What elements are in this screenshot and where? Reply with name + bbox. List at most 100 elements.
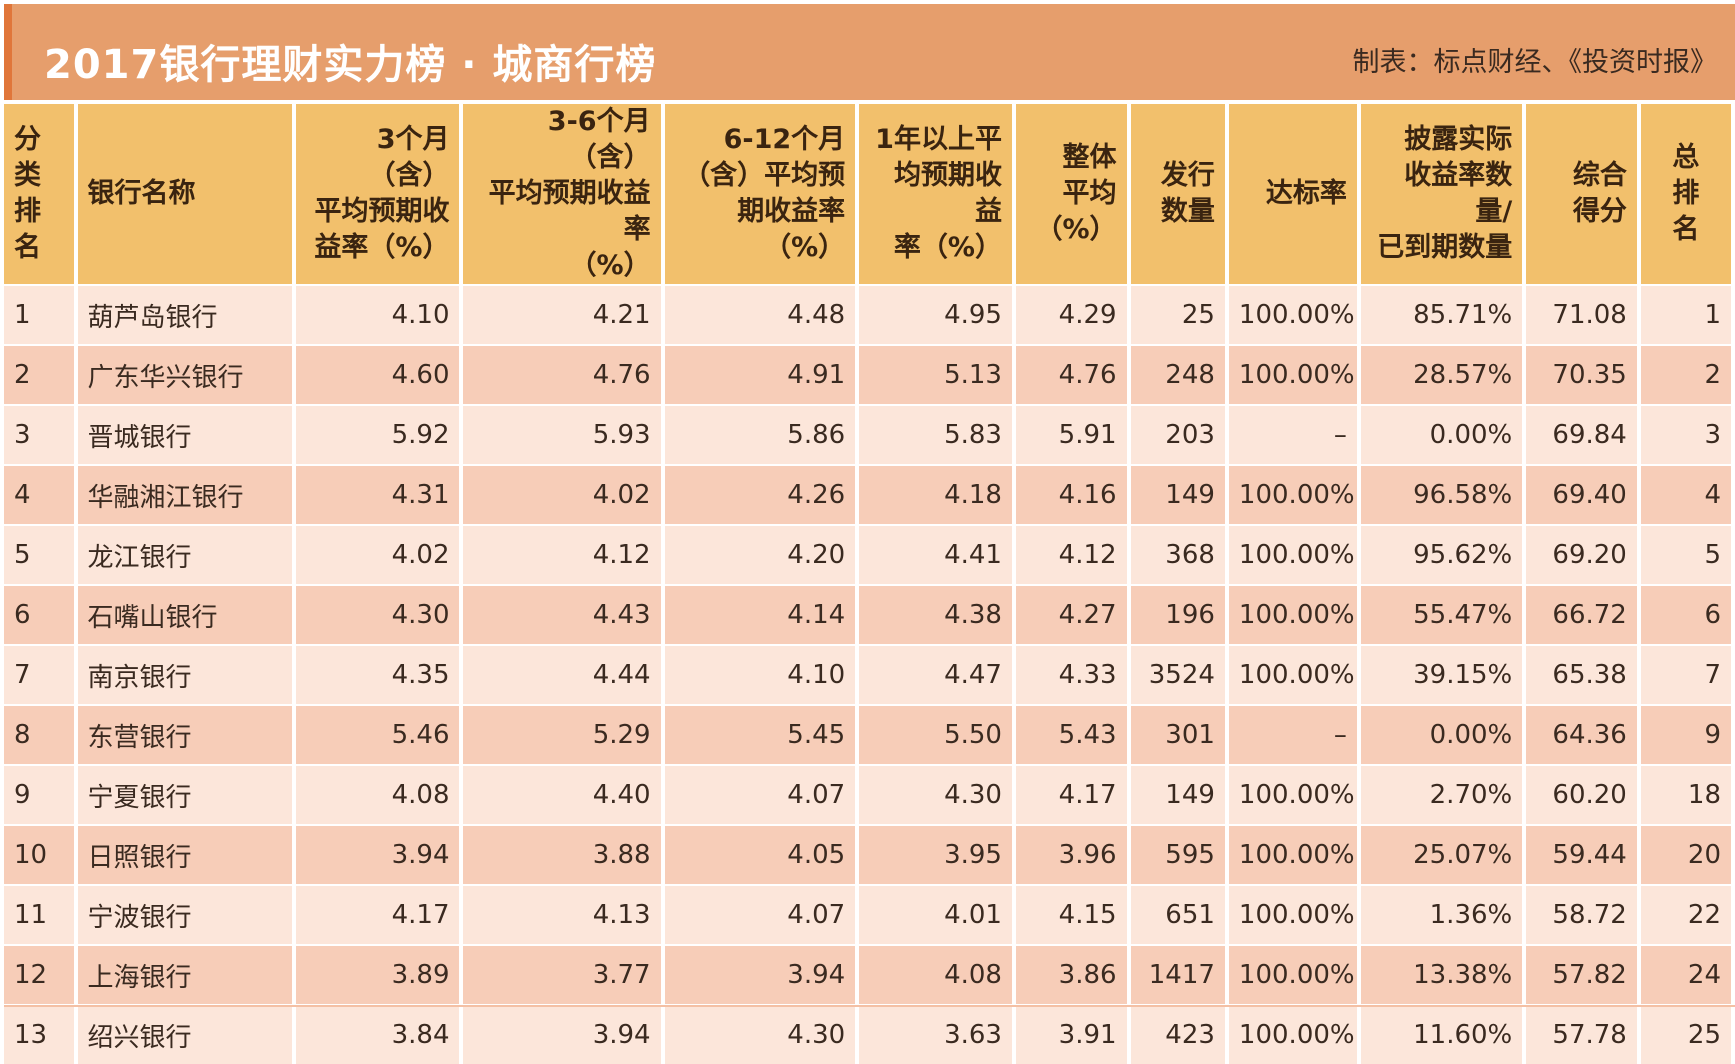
cell-composite-score: 69.20 [1526,524,1641,584]
cell-compliance-rate: 100.00% [1228,764,1361,824]
cell-issue-count: 196 [1130,584,1229,644]
title-bar: 2017银行理财实力榜 · 城商行榜 制表：标点财经、《投资时报》 [4,4,1735,100]
table-bottom-rule [4,1005,1735,1007]
cell-yield-6-12m: 4.14 [664,584,860,644]
cell-yield-3-6m: 4.76 [463,344,665,404]
cell-composite-score: 65.38 [1526,644,1641,704]
cell-overall-rank: 25 [1640,1004,1735,1064]
cell-compliance-rate: 100.00% [1228,884,1361,944]
ranking-table: 分类 排名 银行名称 3个月（含） 平均预期收 益率（%） 3-6个月（含） 平… [4,104,1735,1064]
cell-issue-count: 301 [1130,704,1229,764]
cell-compliance-rate: 100.00% [1228,464,1361,524]
cell-yield-3-6m: 3.94 [463,1004,665,1064]
cell-composite-score: 71.08 [1526,284,1641,344]
cell-category-rank: 9 [4,764,78,824]
cell-bank-name: 广东华兴银行 [77,344,296,404]
cell-bank-name: 宁夏银行 [77,764,296,824]
table-row: 3 晋城银行 5.92 5.93 5.86 5.83 5.91 203–0.00% 69.84 3 [4,404,1735,464]
cell-yield-3-6m: 4.13 [463,884,665,944]
col-header-bank-name: 银行名称 [77,104,296,284]
table-row: 12 上海银行 3.89 3.77 3.94 4.08 3.86 1417 100.00% 13.… [4,944,1735,1004]
cell-bank-name: 东营银行 [77,704,296,764]
col-header-issue-count: 发行 数量 [1130,104,1229,284]
cell-yield-3m: 4.60 [295,344,464,404]
cell-yield-3-6m: 3.77 [463,944,665,1004]
cell-yield-3-6m: 4.44 [463,644,665,704]
cell-overall-avg: 4.29 [1015,284,1131,344]
col-header-overall-avg: 整体 平均 （%） [1015,104,1131,284]
cell-yield-1y-plus: 3.63 [859,1004,1016,1064]
cell-disclosure-ratio: 11.60% [1360,1004,1527,1064]
cell-compliance-rate: – [1228,404,1361,464]
cell-issue-count: 595 [1130,824,1229,884]
cell-issue-count: 149 [1130,764,1229,824]
cell-yield-3m: 4.30 [295,584,464,644]
cell-yield-3-6m: 3.88 [463,824,665,884]
source-credit: 制表：标点财经、《投资时报》 [1352,47,1718,78]
cell-category-rank: 5 [4,524,78,584]
cell-category-rank: 2 [4,344,78,404]
cell-disclosure-ratio: 95.62% [1360,524,1527,584]
cell-yield-6-12m: 5.45 [664,704,860,764]
cell-yield-3-6m: 4.21 [463,284,665,344]
cell-yield-3-6m: 4.40 [463,764,665,824]
cell-overall-rank: 7 [1640,644,1735,704]
cell-yield-3m: 4.35 [295,644,464,704]
cell-category-rank: 13 [4,1004,78,1064]
cell-disclosure-ratio: 0.00% [1360,404,1527,464]
cell-compliance-rate: 100.00% [1228,944,1361,1004]
cell-disclosure-ratio: 96.58% [1360,464,1527,524]
col-header-category-rank: 分类 排名 [4,104,78,284]
cell-issue-count: 248 [1130,344,1229,404]
cell-overall-avg: 5.43 [1015,704,1131,764]
cell-yield-3m: 5.92 [295,404,464,464]
cell-composite-score: 60.20 [1526,764,1641,824]
cell-overall-avg: 3.86 [1015,944,1131,1004]
cell-bank-name: 龙江银行 [77,524,296,584]
cell-overall-rank: 9 [1640,704,1735,764]
cell-overall-avg: 4.17 [1015,764,1131,824]
cell-yield-6-12m: 4.26 [664,464,860,524]
cell-composite-score: 64.36 [1526,704,1641,764]
cell-composite-score: 57.82 [1526,944,1641,1004]
cell-yield-6-12m: 4.07 [664,764,860,824]
cell-yield-3m: 5.46 [295,704,464,764]
table-row: 1 葫芦岛银行 4.10 4.21 4.48 4.95 4.29 25 100.00% 85.71… [4,284,1735,344]
cell-yield-3-6m: 4.12 [463,524,665,584]
cell-issue-count: 651 [1130,884,1229,944]
cell-disclosure-ratio: 13.38% [1360,944,1527,1004]
cell-issue-count: 149 [1130,464,1229,524]
cell-composite-score: 66.72 [1526,584,1641,644]
cell-category-rank: 7 [4,644,78,704]
cell-issue-count: 3524 [1130,644,1229,704]
cell-yield-3m: 3.94 [295,824,464,884]
cell-disclosure-ratio: 39.15% [1360,644,1527,704]
cell-yield-1y-plus: 5.13 [859,344,1016,404]
cell-yield-3m: 4.31 [295,464,464,524]
cell-yield-3-6m: 5.93 [463,404,665,464]
cell-overall-rank: 4 [1640,464,1735,524]
cell-yield-1y-plus: 4.47 [859,644,1016,704]
cell-overall-rank: 2 [1640,344,1735,404]
cell-category-rank: 10 [4,824,78,884]
table-row: 7 南京银行 4.35 4.44 4.10 4.47 4.33 3524 100.00% 39.1… [4,644,1735,704]
col-header-yield-3m: 3个月（含） 平均预期收 益率（%） [295,104,464,284]
cell-yield-3-6m: 4.43 [463,584,665,644]
cell-overall-rank: 3 [1640,404,1735,464]
cell-composite-score: 57.78 [1526,1004,1641,1064]
table-row: 9 宁夏银行 4.08 4.40 4.07 4.30 4.17 149 100.00% 2.70%… [4,764,1735,824]
col-header-disclosure-ratio: 披露实际 收益率数量/ 已到期数量 [1360,104,1527,284]
cell-issue-count: 423 [1130,1004,1229,1064]
cell-composite-score: 69.40 [1526,464,1641,524]
cell-yield-1y-plus: 4.38 [859,584,1016,644]
cell-yield-1y-plus: 4.95 [859,284,1016,344]
cell-overall-rank: 22 [1640,884,1735,944]
cell-disclosure-ratio: 85.71% [1360,284,1527,344]
col-header-yield-6-12m: 6-12个月 （含）平均预 期收益率（%） [664,104,860,284]
cell-yield-1y-plus: 3.95 [859,824,1016,884]
cell-yield-1y-plus: 4.30 [859,764,1016,824]
table-row: 6 石嘴山银行 4.30 4.43 4.14 4.38 4.27 196 100.00% 55.4… [4,584,1735,644]
cell-bank-name: 晋城银行 [77,404,296,464]
table-row: 11 宁波银行 4.17 4.13 4.07 4.01 4.15 651 100.00% 1.36… [4,884,1735,944]
cell-yield-3m: 4.10 [295,284,464,344]
